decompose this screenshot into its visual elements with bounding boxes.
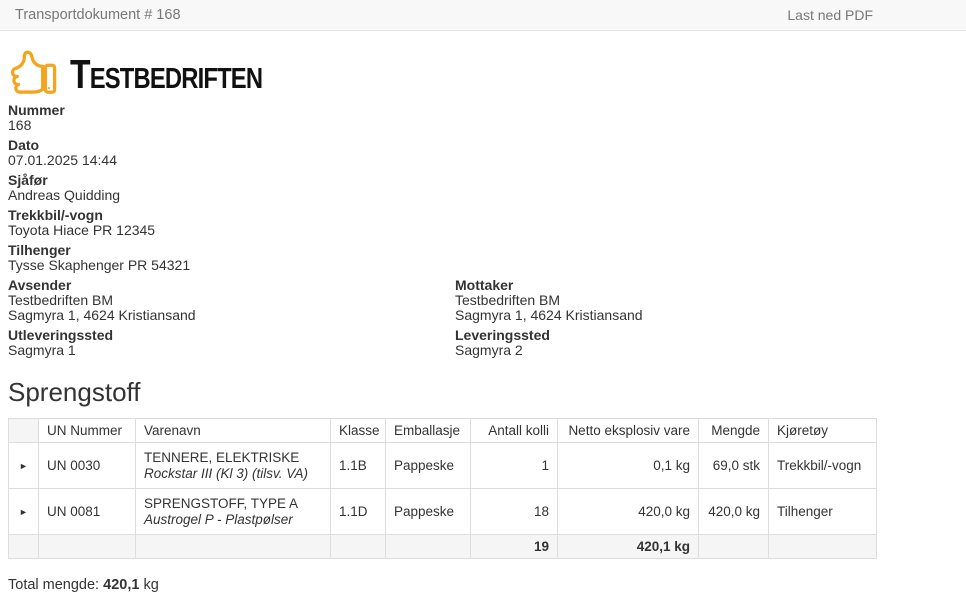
- column-emballasje: Emballasje: [385, 418, 471, 443]
- cell-mengde: 69,0 stk: [698, 442, 769, 489]
- column-mengde: Mengde: [698, 418, 769, 443]
- cell-antall-kolli: 18: [470, 488, 558, 535]
- item-subname: Austrogel P - Plastpølser: [144, 511, 293, 527]
- top-navbar: Transportdokument # 168 Last ned PDF: [0, 0, 966, 31]
- field-leveringssted: Leveringssted Sagmyra 2: [455, 328, 876, 358]
- sender-receiver-columns: Avsender Testbedriften BM Sagmyra 1, 462…: [8, 278, 876, 363]
- footer-empty: [385, 534, 471, 559]
- expand-row-icon[interactable]: ►: [8, 442, 39, 489]
- field-value: Andreas Quidding: [8, 187, 121, 203]
- field-label: Dato: [8, 137, 40, 153]
- table-total-row: 19 420,1 kg: [8, 534, 877, 559]
- field-label: Leveringssted: [455, 327, 550, 343]
- footer-total-kolli: 19: [470, 534, 558, 559]
- cell-un: UN 0030: [38, 442, 136, 489]
- footer-empty: [135, 534, 331, 559]
- column-antall-kolli: Antall kolli: [470, 418, 558, 443]
- item-name: TENNERE, ELEKTRISKE: [144, 449, 300, 465]
- column-netto-eksplosiv: Netto eksplosiv vare: [557, 418, 699, 443]
- goods-table: UN Nummer Varenavn Klasse Emballasje Ant…: [8, 418, 877, 559]
- column-kjoretoy: Kjøretøy: [768, 418, 877, 443]
- receiver-column: Mottaker Testbedriften BM Sagmyra 1, 462…: [455, 278, 876, 363]
- cell-kjoretoy: Trekkbil/-vogn: [768, 442, 877, 489]
- thumbs-up-icon: [8, 48, 60, 101]
- total-unit: kg: [143, 577, 159, 593]
- field-label: Avsender: [8, 277, 72, 293]
- item-subname: Rockstar III (Kl 3) (tilsv. VA): [144, 465, 309, 481]
- field-value-line1: Testbedriften BM: [455, 292, 561, 308]
- column-klasse: Klasse: [330, 418, 386, 443]
- page-title: Transportdokument # 168: [15, 7, 181, 23]
- cell-varenavn: SPRENGSTOFF, TYPE A Austrogel P - Plastp…: [135, 488, 331, 535]
- footer-empty: [698, 534, 769, 559]
- field-nummer: Nummer 168: [8, 103, 876, 133]
- brand-name: Testbedriften: [70, 50, 263, 97]
- table-header-row: UN Nummer Varenavn Klasse Emballasje Ant…: [8, 418, 877, 443]
- footer-total-netto: 420,1 kg: [557, 534, 699, 559]
- field-avsender: Avsender Testbedriften BM Sagmyra 1, 462…: [8, 278, 455, 323]
- field-dato: Dato 07.01.2025 14:44: [8, 138, 876, 168]
- cell-netto: 420,0 kg: [557, 488, 699, 535]
- document-fields: Nummer 168 Dato 07.01.2025 14:44 Sjåfør …: [8, 103, 876, 363]
- footer-empty: [330, 534, 386, 559]
- column-varenavn: Varenavn: [135, 418, 331, 443]
- field-trekkbil: Trekkbil/-vogn Toyota Hiace PR 12345: [8, 208, 876, 238]
- total-value: 420,1: [103, 577, 140, 593]
- field-label: Utleveringssted: [8, 327, 114, 343]
- field-utleveringssted: Utleveringssted Sagmyra 1: [8, 328, 455, 358]
- field-label: Trekkbil/-vogn: [8, 207, 103, 223]
- field-tilhenger: Tilhenger Tysse Skaphenger PR 54321: [8, 243, 876, 273]
- field-sjafor: Sjåfør Andreas Quidding: [8, 173, 876, 203]
- cell-kjoretoy: Tilhenger: [768, 488, 877, 535]
- sender-column: Avsender Testbedriften BM Sagmyra 1, 462…: [8, 278, 455, 363]
- field-value: 168: [8, 117, 32, 133]
- download-pdf-link[interactable]: Last ned PDF: [787, 7, 873, 23]
- field-value-line2: Sagmyra 1, 4624 Kristiansand: [455, 307, 643, 323]
- field-label: Sjåfør: [8, 172, 48, 188]
- cell-emballasje: Pappeske: [385, 442, 471, 489]
- field-mottaker: Mottaker Testbedriften BM Sagmyra 1, 462…: [455, 278, 876, 323]
- table-row: ► UN 0081 SPRENGSTOFF, TYPE A Austrogel …: [8, 488, 877, 535]
- column-expand: [8, 418, 39, 443]
- document-body: Testbedriften Nummer 168 Dato 07.01.2025…: [0, 31, 884, 593]
- expand-row-icon[interactable]: ►: [8, 488, 39, 535]
- cell-klasse: 1.1B: [330, 442, 386, 489]
- item-name: SPRENGSTOFF, TYPE A: [144, 495, 299, 511]
- field-value-line1: Testbedriften BM: [8, 292, 114, 308]
- cell-emballasje: Pappeske: [385, 488, 471, 535]
- total-label: Total mengde:: [8, 577, 100, 593]
- footer-empty: [38, 534, 136, 559]
- cell-varenavn: TENNERE, ELEKTRISKE Rockstar III (Kl 3) …: [135, 442, 331, 489]
- field-label: Mottaker: [455, 277, 514, 293]
- company-logo: Testbedriften: [8, 48, 876, 100]
- cell-netto: 0,1 kg: [557, 442, 699, 489]
- field-value-line2: Sagmyra 1, 4624 Kristiansand: [8, 307, 196, 323]
- field-label: Tilhenger: [8, 242, 71, 258]
- field-value: Sagmyra 1: [8, 342, 76, 358]
- field-value: Toyota Hiace PR 12345: [8, 222, 156, 238]
- field-label: Nummer: [8, 102, 65, 118]
- footer-empty: [768, 534, 877, 559]
- section-title-sprengstoff: Sprengstoff: [8, 377, 141, 407]
- cell-klasse: 1.1D: [330, 488, 386, 535]
- cell-mengde: 420,0 kg: [698, 488, 769, 535]
- footer-empty: [8, 534, 39, 559]
- cell-antall-kolli: 1: [470, 442, 558, 489]
- column-un-nummer: UN Nummer: [38, 418, 136, 443]
- table-row: ► UN 0030 TENNERE, ELEKTRISKE Rockstar I…: [8, 442, 877, 489]
- field-value: Tysse Skaphenger PR 54321: [8, 257, 191, 273]
- field-value: 07.01.2025 14:44: [8, 152, 117, 168]
- cell-un: UN 0081: [38, 488, 136, 535]
- field-value: Sagmyra 2: [455, 342, 523, 358]
- total-mengde-line: Total mengde: 420,1 kg: [8, 577, 876, 593]
